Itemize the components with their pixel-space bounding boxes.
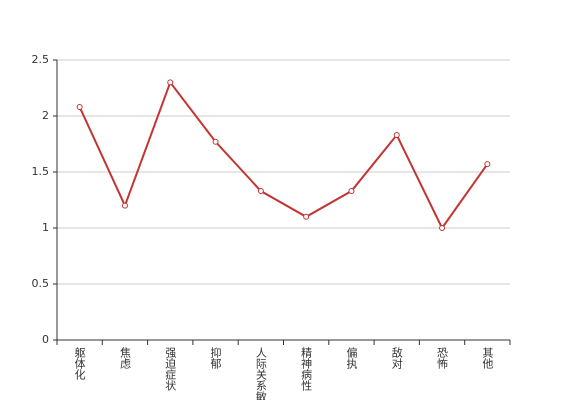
point: [303, 213, 310, 220]
point: [167, 79, 174, 86]
point: [212, 138, 219, 145]
x-tick-label: 躯体化: [73, 347, 86, 381]
x-tick-label: 偏执: [345, 346, 358, 370]
point: [439, 225, 446, 231]
point: [121, 202, 128, 209]
point: [484, 161, 491, 168]
point: [76, 104, 83, 111]
x-tick-label: 其他: [481, 347, 494, 369]
y-tick-label: 0.5: [32, 277, 50, 290]
point: [393, 132, 400, 139]
point: [348, 188, 355, 195]
x-tick-label: 恐怖: [436, 347, 449, 369]
y-tick-label: 1.5: [32, 165, 50, 178]
x-tick-label: 敌对: [390, 346, 403, 369]
y-tick-label: 2.5: [32, 53, 50, 66]
y-tick-label: 1: [42, 221, 49, 234]
x-tick-label: 强迫症状: [164, 347, 177, 391]
x-tick-label: 焦虑: [118, 347, 131, 369]
line: [78, 80, 489, 230]
y-tick-label: 2: [42, 109, 49, 122]
y-tick-label: 0: [42, 333, 49, 346]
x-tick-label: 抑郁: [209, 346, 222, 369]
point: [257, 188, 264, 195]
x-tick-label: 人际关系敏感: [254, 347, 267, 400]
x-tick-label: 精神病性: [300, 347, 313, 392]
